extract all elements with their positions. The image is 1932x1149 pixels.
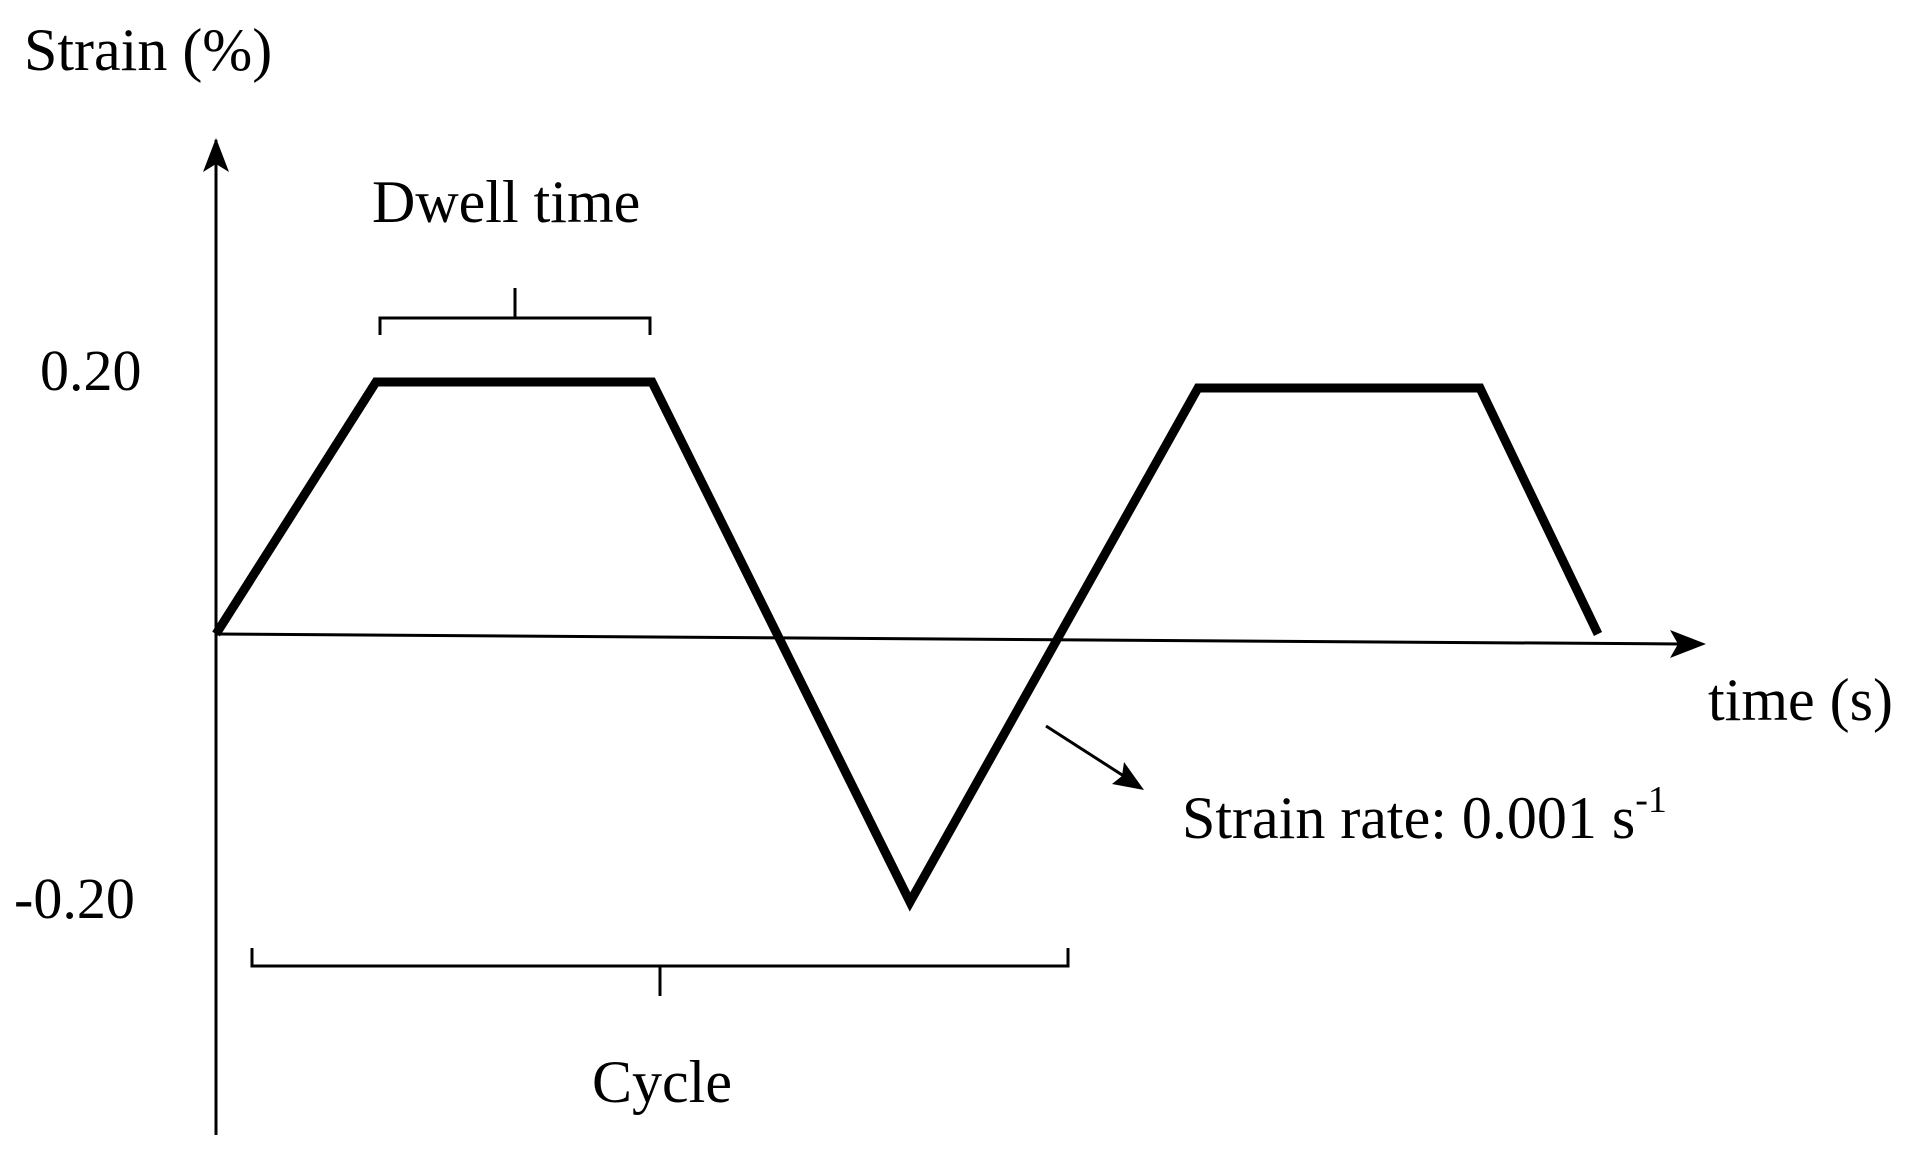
- x-axis-arrowhead: [1670, 630, 1706, 658]
- dwell-time-bracket: [378, 288, 652, 335]
- strain-rate-text: Strain rate: 0.001 s: [1182, 785, 1635, 851]
- y-axis-label: Strain (%): [24, 17, 272, 83]
- strain-rate-pointer: [1045, 724, 1131, 782]
- y-axis-arrowhead: [203, 138, 229, 172]
- dwell-time-label: Dwell time: [372, 169, 640, 235]
- strain-rate-arrowhead: [1112, 762, 1144, 790]
- strain-rate-exponent: -1: [1635, 779, 1667, 821]
- x-axis: [215, 632, 1681, 646]
- y-tick-bottom-label: -0.20: [14, 866, 135, 931]
- cycle-bracket: [250, 948, 1070, 996]
- strain-waveform: [212, 377, 1603, 912]
- x-axis-label: time (s): [1708, 667, 1893, 733]
- y-tick-top-label: 0.20: [40, 338, 142, 403]
- strain-rate-label: Strain rate: 0.001 s-1: [1182, 779, 1667, 851]
- cycle-label: Cycle: [592, 1049, 732, 1115]
